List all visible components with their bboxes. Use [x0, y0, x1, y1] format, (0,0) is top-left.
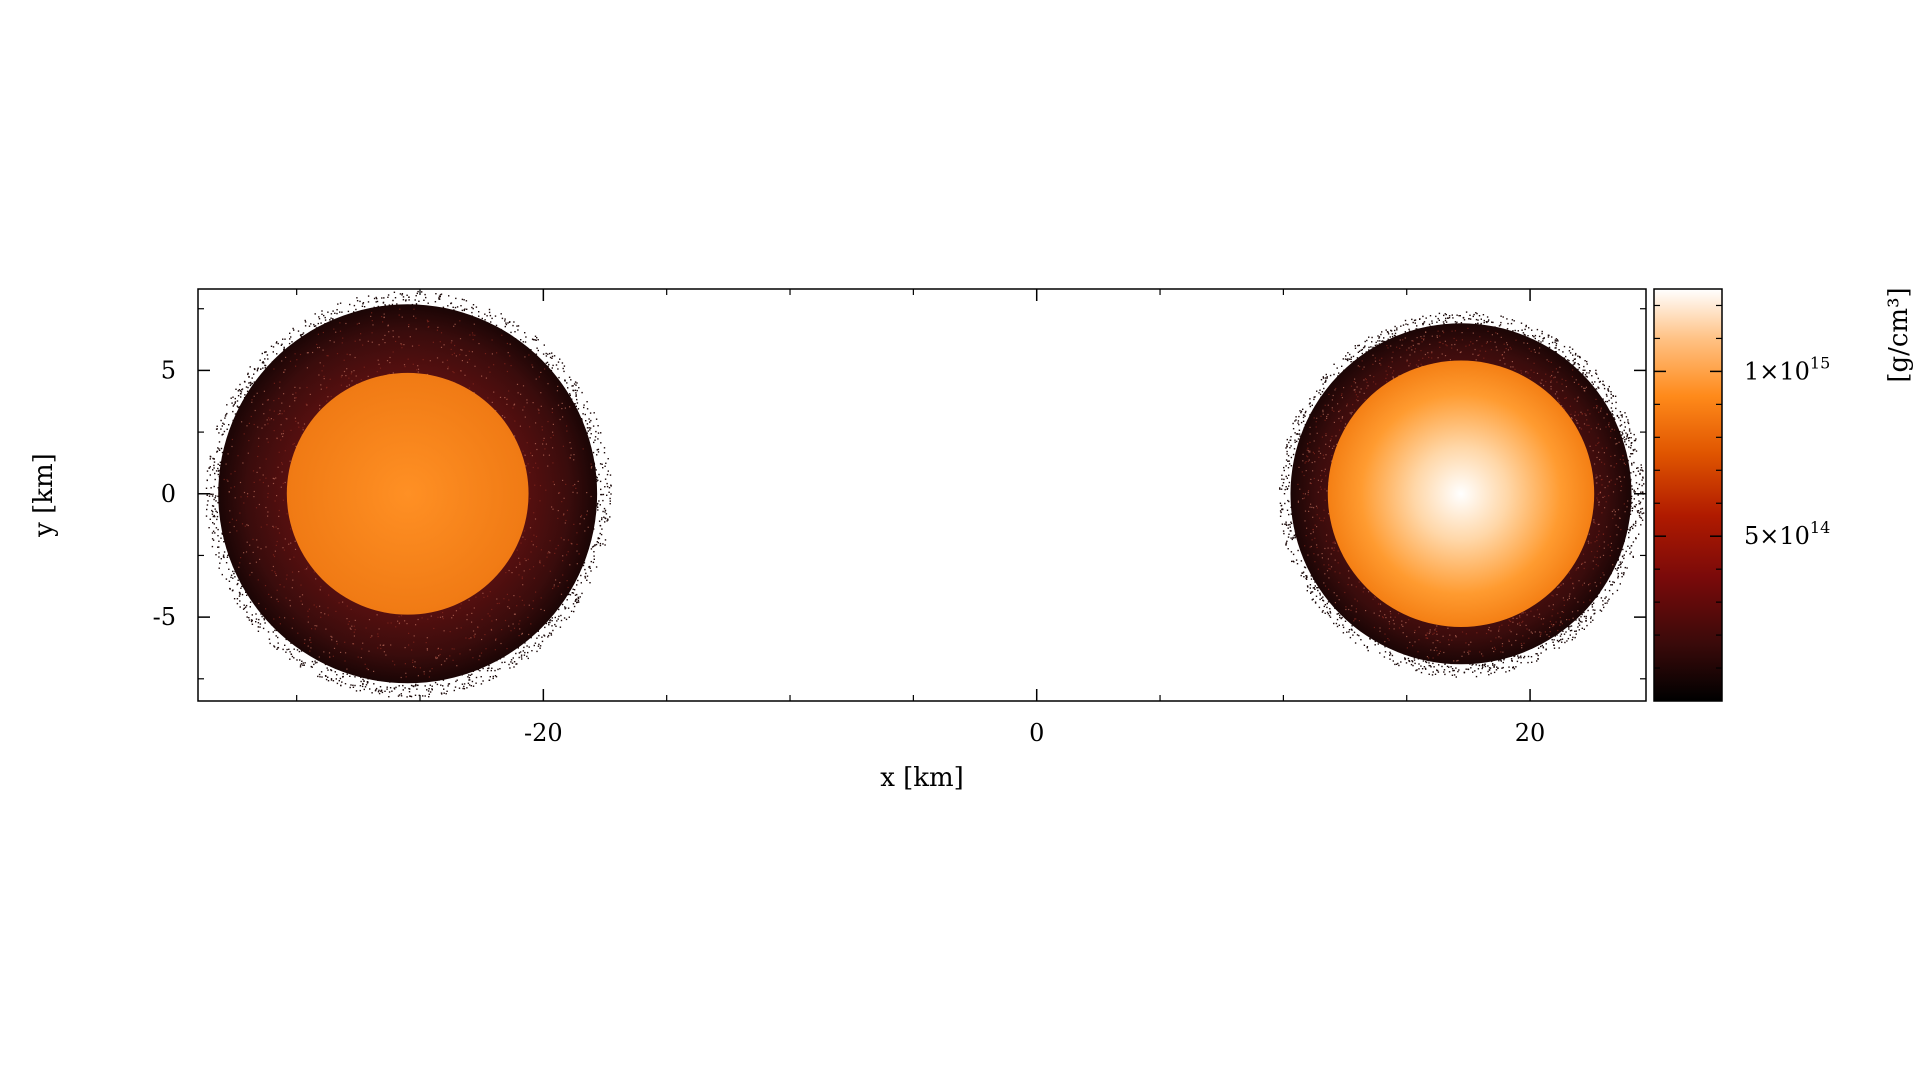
x-tick-label: 0 [1029, 719, 1044, 747]
x-axis-ticks: -20 0 20 [296, 289, 1546, 747]
particle-distribution [205, 290, 1645, 698]
x-tick-label: 20 [1515, 719, 1546, 747]
y-tick-label: -5 [153, 603, 176, 631]
colorbar [1653, 288, 1723, 702]
x-tick-label: -20 [524, 719, 563, 747]
colorbar-ticks: 1×1015 5×1014 [1654, 304, 1830, 669]
y-axis-label: y [km] [29, 453, 59, 538]
y-axis-ticks: 5 0 -5 [153, 308, 1646, 680]
plot-frame [197, 288, 1647, 702]
colorbar-tick-label: 5×1014 [1744, 518, 1830, 550]
y-tick-label: 5 [161, 356, 176, 384]
star-2-core [1327, 360, 1595, 627]
colorbar-tick-label: 1×1015 [1744, 353, 1830, 385]
x-axis-label: x [km] [880, 763, 964, 793]
neutron-star-1 [205, 290, 612, 698]
star-1-core [286, 372, 529, 615]
star-1-envelope-texture [223, 308, 593, 679]
y-tick-label: 0 [161, 480, 176, 508]
star-2-envelope-texture [1297, 327, 1629, 662]
neutron-star-2 [1279, 311, 1645, 678]
colorbar-label: [g/cm³] [1884, 287, 1914, 382]
